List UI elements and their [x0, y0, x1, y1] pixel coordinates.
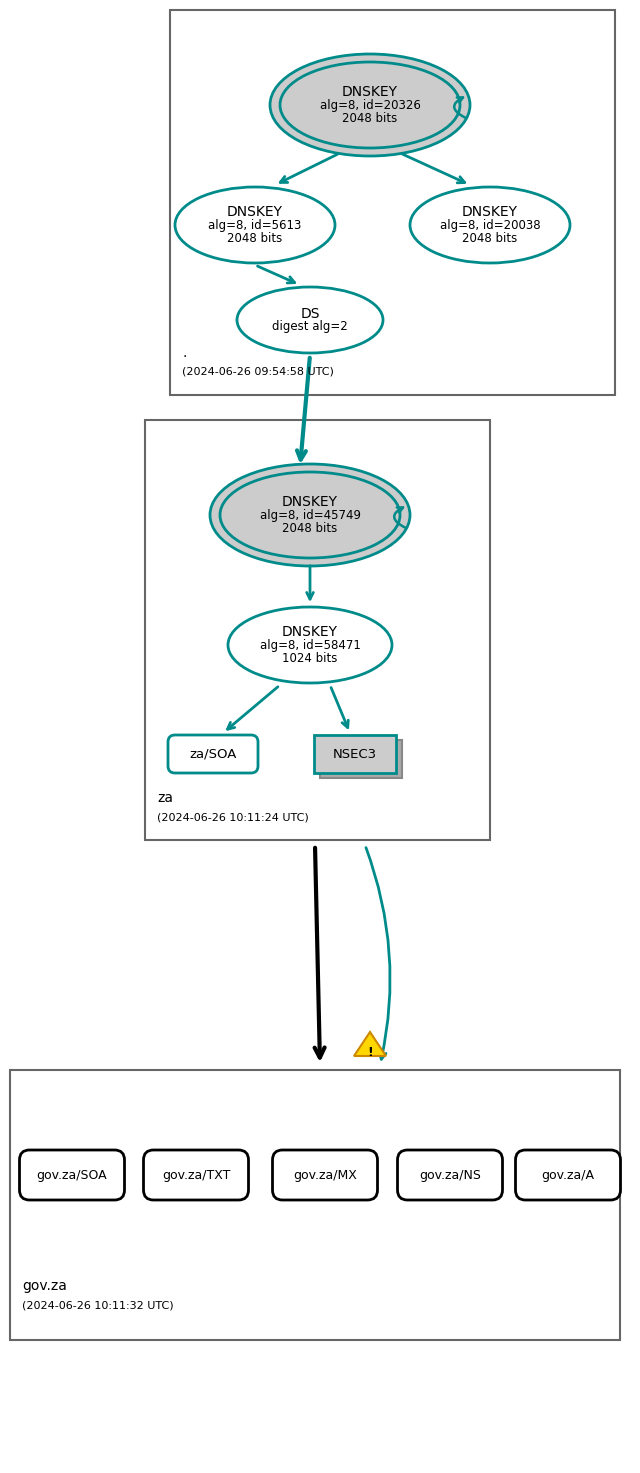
Bar [170, 10, 615, 395]
Bar [320, 739, 402, 778]
Text: alg=8, id=20326: alg=8, id=20326 [319, 99, 420, 112]
FancyBboxPatch shape [19, 1150, 125, 1200]
Text: za: za [157, 791, 173, 806]
Text: gov.za/MX: gov.za/MX [293, 1168, 357, 1181]
Polygon shape [354, 1033, 386, 1056]
Text: 2048 bits: 2048 bits [342, 112, 397, 125]
Text: alg=8, id=45749: alg=8, id=45749 [259, 508, 360, 521]
Bar [314, 735, 396, 773]
Ellipse shape [175, 187, 335, 264]
Text: gov.za/SOA: gov.za/SOA [36, 1168, 108, 1181]
FancyBboxPatch shape [168, 735, 258, 773]
Text: gov.za/A: gov.za/A [541, 1168, 595, 1181]
FancyBboxPatch shape [515, 1150, 621, 1200]
Text: gov.za/TXT: gov.za/TXT [162, 1168, 230, 1181]
Text: DNSKEY: DNSKEY [462, 205, 518, 219]
FancyBboxPatch shape [273, 1150, 378, 1200]
Text: DNSKEY: DNSKEY [227, 205, 283, 219]
Ellipse shape [210, 464, 410, 566]
Ellipse shape [410, 187, 570, 264]
Text: !: ! [367, 1046, 373, 1059]
Text: 1024 bits: 1024 bits [282, 651, 338, 664]
FancyBboxPatch shape [143, 1150, 248, 1200]
Bar [145, 420, 490, 840]
Ellipse shape [220, 471, 400, 558]
Text: digest alg=2: digest alg=2 [272, 320, 348, 333]
Ellipse shape [228, 607, 392, 683]
Text: DNSKEY: DNSKEY [342, 85, 398, 99]
Text: (2024-06-26 10:11:32 UTC): (2024-06-26 10:11:32 UTC) [22, 1301, 173, 1309]
Text: gov.za: gov.za [22, 1279, 67, 1293]
Text: DNSKEY: DNSKEY [282, 625, 338, 639]
Text: alg=8, id=20038: alg=8, id=20038 [440, 218, 540, 231]
Text: alg=8, id=58471: alg=8, id=58471 [260, 638, 360, 651]
Bar [10, 1069, 620, 1340]
Text: 2048 bits: 2048 bits [462, 231, 518, 245]
Text: (2024-06-26 09:54:58 UTC): (2024-06-26 09:54:58 UTC) [182, 367, 334, 377]
Text: alg=8, id=5613: alg=8, id=5613 [208, 218, 301, 231]
Ellipse shape [280, 62, 460, 147]
Text: NSEC3: NSEC3 [333, 747, 377, 760]
Text: DS: DS [300, 306, 320, 321]
FancyBboxPatch shape [397, 1150, 502, 1200]
Ellipse shape [237, 287, 383, 354]
Ellipse shape [270, 55, 470, 156]
Text: 2048 bits: 2048 bits [227, 231, 283, 245]
Text: (2024-06-26 10:11:24 UTC): (2024-06-26 10:11:24 UTC) [157, 812, 308, 822]
Text: .: . [182, 346, 186, 359]
Text: gov.za/NS: gov.za/NS [419, 1168, 481, 1181]
Text: za/SOA: za/SOA [189, 747, 237, 760]
Text: 2048 bits: 2048 bits [282, 521, 338, 535]
Text: DNSKEY: DNSKEY [282, 495, 338, 510]
